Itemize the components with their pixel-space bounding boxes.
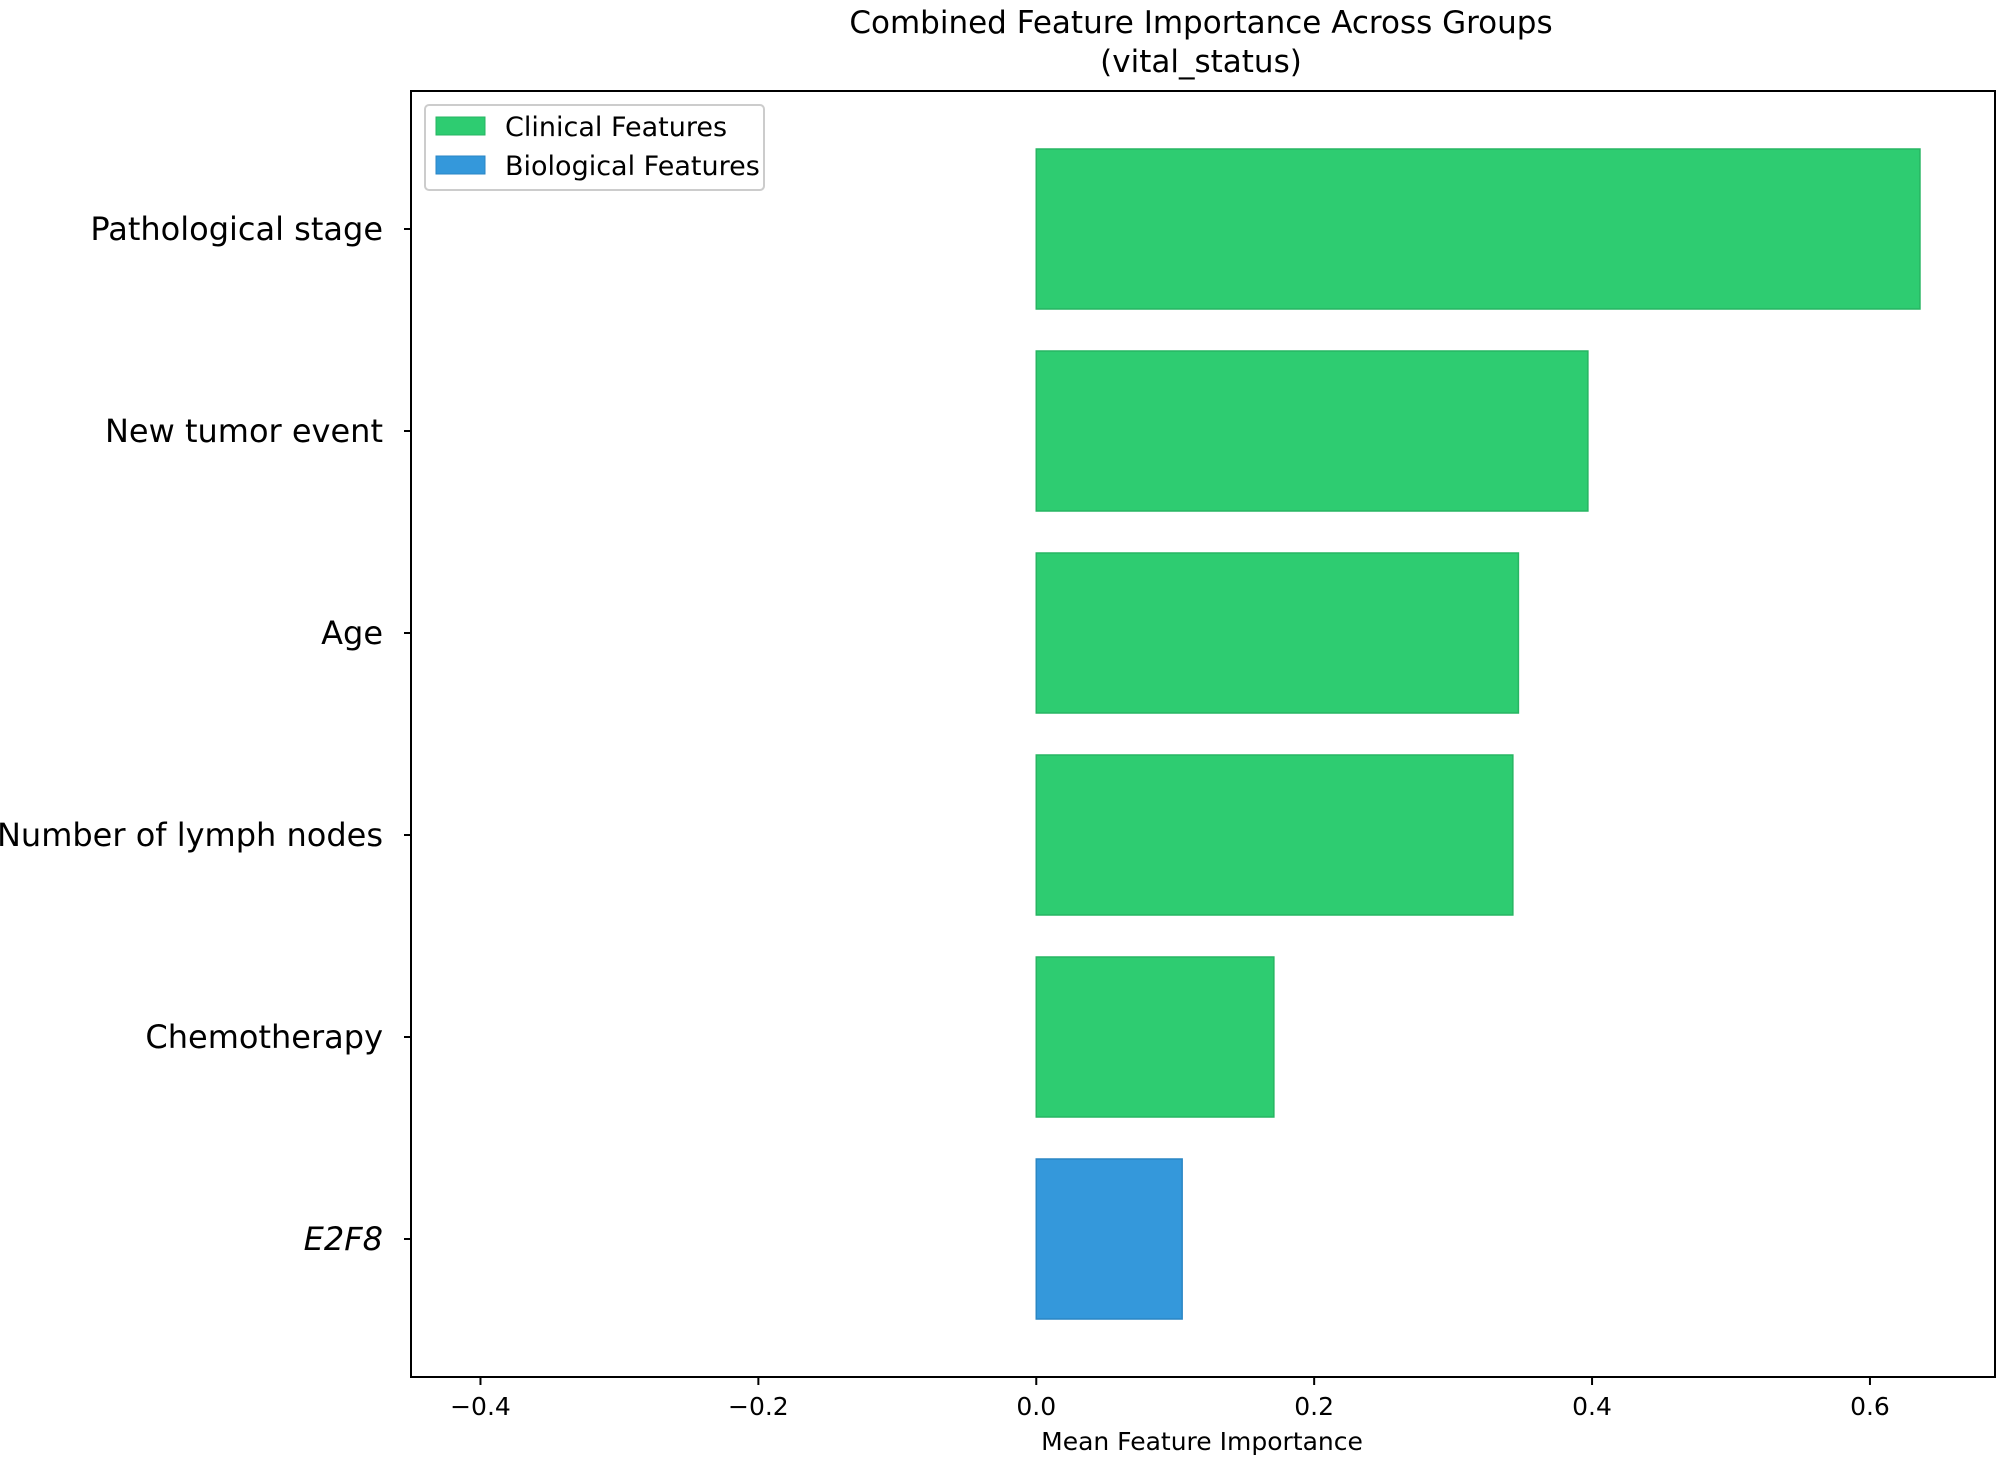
x-tick-label: 0.4 — [1572, 1392, 1612, 1421]
category-label-new-tumor-event: New tumor event — [105, 412, 383, 450]
x-axis-label: Mean Feature Importance — [1041, 1427, 1363, 1456]
legend-swatch-clinical — [435, 116, 486, 136]
legend-label-biological: Biological Features — [505, 151, 760, 182]
x-axis-ticks: −0.4 −0.2 0.0 0.2 0.4 0.6 — [450, 1377, 1890, 1421]
bar-pathological-stage — [1035, 148, 1921, 310]
bar-chemotherapy — [1035, 956, 1275, 1118]
x-tick-label: −0.4 — [450, 1392, 511, 1421]
category-label-age: Age — [321, 614, 383, 652]
bar-age — [1035, 552, 1520, 714]
bars-group — [1035, 148, 1921, 1320]
legend-box — [424, 104, 765, 191]
category-label-e2f8: E2F8 — [304, 1220, 383, 1258]
category-label-pathological-stage: Pathological stage — [90, 210, 383, 248]
legend-swatch-biological — [435, 155, 486, 175]
bar-number-of-lymph-nodes — [1035, 754, 1514, 916]
x-tick-label: 0.0 — [1016, 1392, 1056, 1421]
bar-e2f8 — [1035, 1158, 1183, 1320]
category-label-number-of-lymph-nodes: Number of lymph nodes — [0, 816, 383, 854]
legend-label-clinical: Clinical Features — [505, 112, 727, 143]
x-tick-label: 0.2 — [1294, 1392, 1334, 1421]
chart-subtitle: (vital_status) — [1100, 44, 1302, 80]
bar-new-tumor-event — [1035, 350, 1589, 512]
plot-frame — [410, 90, 1996, 1378]
legend: Clinical Features Biological Features — [424, 104, 765, 191]
category-labels: Pathological stage New tumor event Age Numb… — [0, 210, 411, 1258]
category-label-chemotherapy: Chemotherapy — [145, 1018, 383, 1056]
x-tick-label: 0.6 — [1850, 1392, 1890, 1421]
x-tick-label: −0.2 — [728, 1392, 789, 1421]
chart-title: Combined Feature Importance Across Group… — [849, 5, 1552, 41]
